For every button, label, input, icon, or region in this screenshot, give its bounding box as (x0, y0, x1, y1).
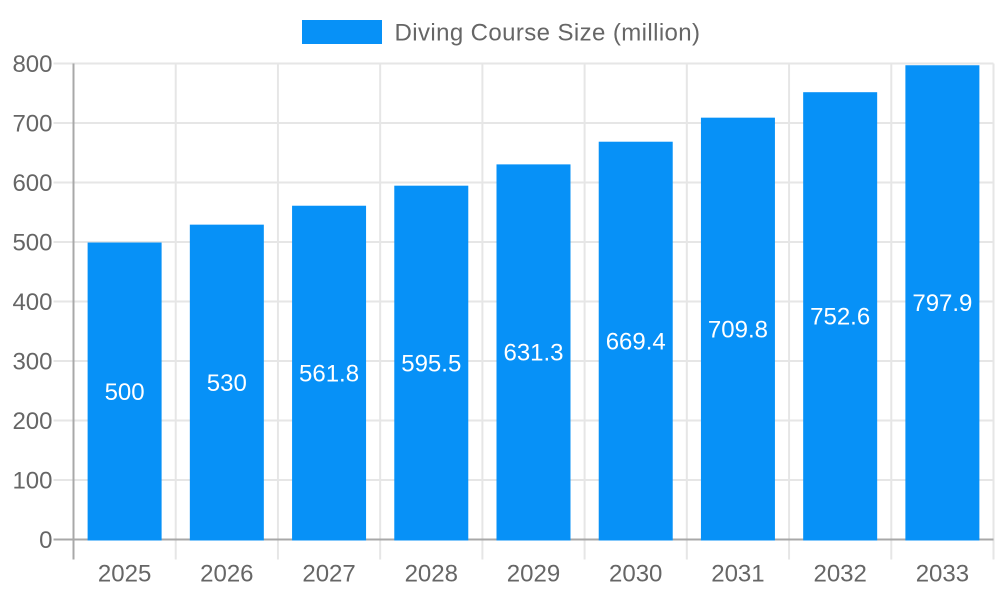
svg-text:500: 500 (105, 379, 145, 406)
svg-text:2027: 2027 (302, 561, 355, 588)
svg-text:2030: 2030 (609, 561, 662, 588)
svg-text:800: 800 (12, 51, 52, 78)
svg-text:700: 700 (12, 111, 52, 138)
svg-text:Diving Course Size (million): Diving Course Size (million) (395, 20, 701, 47)
svg-text:2033: 2033 (916, 561, 969, 588)
svg-text:2031: 2031 (711, 561, 764, 588)
svg-text:600: 600 (12, 170, 52, 197)
svg-text:631.3: 631.3 (503, 340, 563, 367)
svg-text:2025: 2025 (98, 561, 151, 588)
svg-text:709.8: 709.8 (708, 316, 768, 343)
svg-text:595.5: 595.5 (401, 350, 461, 377)
svg-text:500: 500 (12, 230, 52, 257)
svg-text:530: 530 (207, 370, 247, 397)
svg-text:2032: 2032 (813, 561, 866, 588)
svg-text:2029: 2029 (507, 561, 560, 588)
svg-text:100: 100 (12, 468, 52, 495)
svg-text:300: 300 (12, 349, 52, 376)
svg-text:400: 400 (12, 289, 52, 316)
svg-text:797.9: 797.9 (912, 290, 972, 317)
svg-text:2026: 2026 (200, 561, 253, 588)
svg-text:2028: 2028 (405, 561, 458, 588)
svg-text:200: 200 (12, 408, 52, 435)
svg-text:752.6: 752.6 (810, 304, 870, 331)
svg-text:669.4: 669.4 (606, 328, 666, 355)
svg-text:561.8: 561.8 (299, 360, 359, 387)
svg-text:0: 0 (39, 527, 52, 554)
